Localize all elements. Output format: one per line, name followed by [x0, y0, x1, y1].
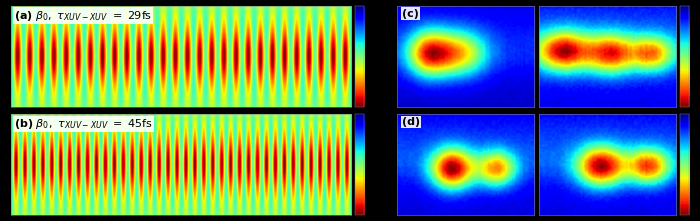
Text: $\mathbf{(b)}\ \beta_0,\ \tau_{XUV-XUV}\ =\ 45\mathrm{fs}$: $\mathbf{(b)}\ \beta_0,\ \tau_{XUV-XUV}\… [14, 117, 153, 131]
Text: (d): (d) [402, 117, 420, 127]
Text: $\mathbf{(a)}\ \beta_0,\ \tau_{XUV-XUV}\ =\ 29\mathrm{fs}$: $\mathbf{(a)}\ \beta_0,\ \tau_{XUV-XUV}\… [14, 9, 152, 23]
Text: (c): (c) [402, 9, 419, 19]
